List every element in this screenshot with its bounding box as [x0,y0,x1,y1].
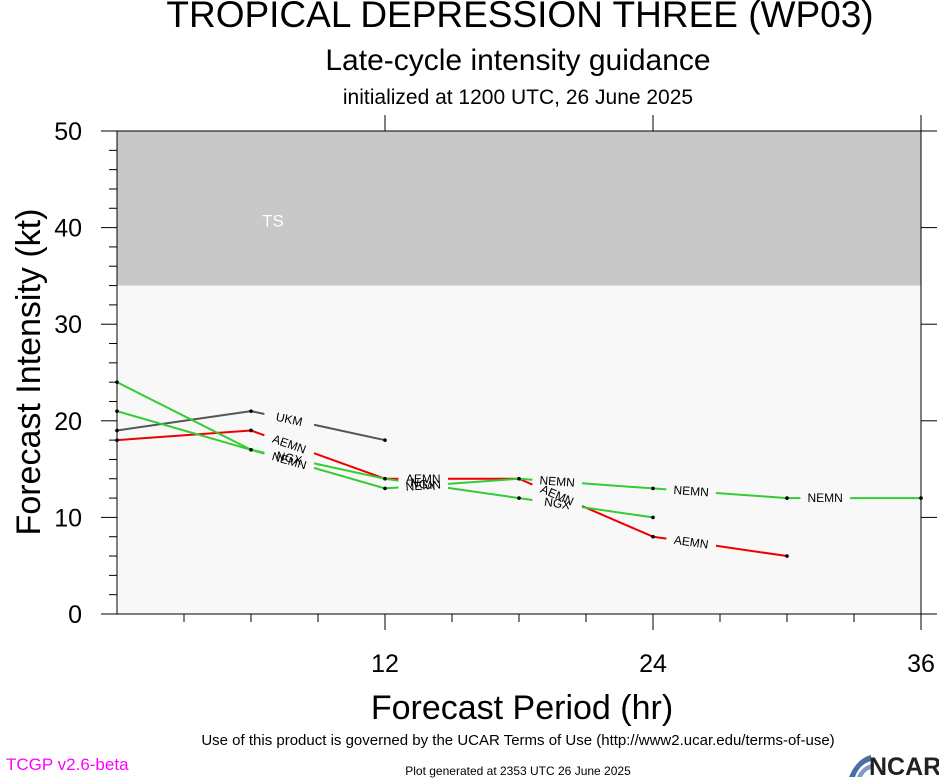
chart-subtitle: Late-cycle intensity guidance [325,44,711,77]
series-segment-ukm [250,410,265,416]
series-segment-nemn [384,486,399,490]
data-point-ukm [383,438,387,442]
series-segment-ukm [116,410,252,432]
series-label-nemn: NEMN [539,473,575,490]
series-segment-ukm [313,423,386,442]
data-point-nemn [651,486,655,491]
series-segment-nemn [116,410,252,451]
tick-layer: 0 10 20 30 40 50 12 24 36 [54,115,937,678]
series-segment-nemn [313,466,386,490]
data-point-ukm [249,409,253,413]
series-segment-aemn [313,452,386,480]
data-point-nemn [517,476,521,481]
x-tick-label: 36 [907,650,935,678]
tropical-depression-band [117,285,921,614]
version-label: TCGP v2.6-beta [6,755,129,774]
series-segment-nemn [581,482,654,490]
data-point-nemn [383,486,387,491]
y-tick-label: 50 [54,118,82,146]
x-tick-label: 24 [639,650,667,678]
series-segment-nemn [715,491,788,500]
generated-timestamp: Plot generated at 2353 UTC 26 June 2025 [405,764,631,778]
ncar-logo-text: NCAR [869,753,939,781]
band-label-ts: TS [262,212,284,231]
series-label-ngx: NGX [409,475,437,493]
series-label-ngx: NGX [543,495,571,513]
series-segment-nemn [447,477,520,485]
series-label-ukm: UKM [275,410,304,429]
tropical-storm-band [117,131,921,286]
ncar-logo-mark [849,755,871,777]
chart-title: TROPICAL DEPRESSION THREE (WP03) [166,0,874,35]
series-label-aemn: AEMN [673,533,709,552]
series-segment-aemn [250,429,265,437]
data-point-ngx [651,515,655,520]
initialization-time: initialized at 1200 UTC, 26 June 2025 [342,86,694,109]
series-label-nemn: NEMN [405,477,441,494]
y-axis-label: Forecast Intensity (kt) [10,209,48,536]
series-segment-nemn [652,487,667,491]
series-label-nemn: NEMN [673,483,709,500]
series-segment-aemn [652,535,667,540]
x-axis-label: Forecast Period (hr) [371,689,673,727]
data-point-nemn [785,496,789,500]
series-label-aemn: AEMN [406,472,441,486]
series-segment-aemn [715,544,788,558]
series-segment-ngx [313,462,386,480]
data-point-aemn [785,554,789,558]
y-tick-label: 30 [54,311,82,339]
data-point-nemn [249,447,253,452]
y-tick-label: 0 [68,601,82,629]
x-tick-label: 12 [371,650,399,678]
terms-of-use: Use of this product is governed by the U… [201,732,835,749]
series-segment-ngx [116,381,252,451]
ncar-logo: NCAR [847,752,939,781]
series-segment-nemn [518,477,533,481]
series-segment-nemn [250,448,265,455]
series-label-ngx: NGX [275,448,303,467]
series-segment-ngx [518,497,533,502]
series-segment-ngx [384,477,399,482]
data-point-aemn [651,534,655,539]
data-point-ngx [517,496,521,500]
y-tick-label: 10 [54,504,82,532]
series-label-nemn: NEMN [808,491,843,505]
y-tick-label: 20 [54,408,82,436]
data-point-ngx [383,476,387,481]
series-segment-aemn [116,429,252,442]
series-segment-aemn [581,505,654,538]
series-segment-ngx [581,506,654,519]
y-tick-label: 40 [54,215,82,243]
data-point-aemn [249,428,253,433]
series-segment-ngx [447,486,520,500]
